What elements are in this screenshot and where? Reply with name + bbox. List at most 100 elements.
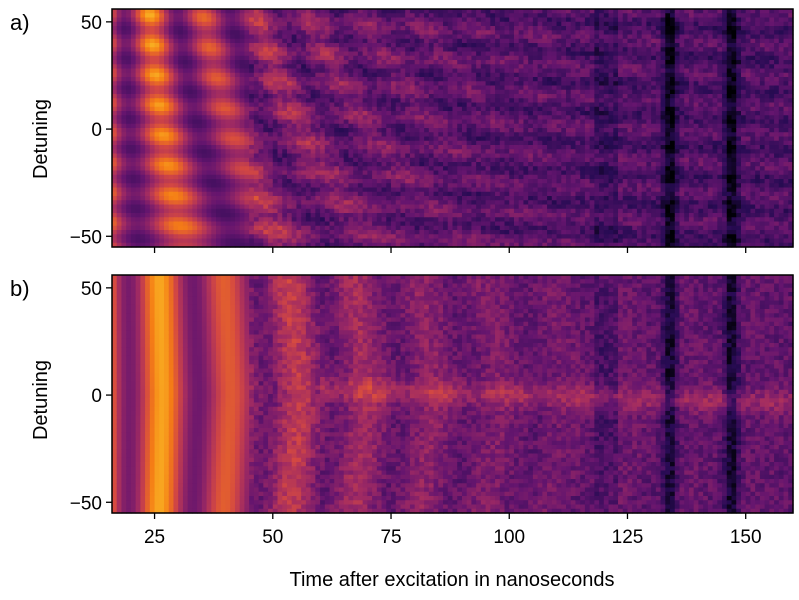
heatmap-cell	[476, 170, 482, 176]
heatmap-cell	[495, 34, 501, 40]
heatmap-cell	[466, 149, 473, 155]
heatmap-cell	[353, 94, 359, 99]
heatmap-cell	[405, 43, 411, 48]
heatmap-cell	[362, 204, 368, 210]
heatmap-cell	[495, 26, 501, 31]
heatmap-cell	[348, 30, 354, 36]
heatmap-cell	[461, 98, 468, 104]
heatmap-cell	[225, 94, 231, 99]
heatmap-cell	[282, 9, 288, 14]
heatmap-cell	[386, 204, 392, 210]
heatmap-cell	[509, 128, 515, 133]
heatmap-cell	[145, 208, 151, 214]
heatmap-cell	[197, 123, 203, 129]
heatmap-cell	[334, 17, 340, 23]
heatmap-cell	[471, 89, 477, 95]
heatmap-cell	[324, 166, 331, 172]
heatmap-cell	[523, 81, 529, 87]
heatmap-cell	[329, 85, 335, 91]
heatmap-cell	[258, 60, 264, 65]
heatmap-cell	[400, 225, 406, 231]
heatmap-cell	[206, 77, 212, 82]
heatmap-cell	[206, 170, 212, 176]
heatmap-cell	[253, 132, 260, 138]
heatmap-cell	[168, 153, 175, 159]
heatmap-cell	[433, 64, 439, 70]
heatmap-cell	[178, 128, 184, 133]
heatmap-cell	[414, 55, 420, 61]
heatmap-cell	[154, 123, 160, 129]
heatmap-cell	[495, 72, 501, 78]
heatmap-cell	[485, 140, 491, 146]
heatmap-cell	[528, 230, 534, 235]
heatmap-cell	[395, 174, 402, 180]
heatmap-cell	[428, 30, 435, 36]
heatmap-cell	[305, 89, 312, 95]
heatmap-cell	[296, 230, 302, 235]
heatmap-cell	[216, 60, 222, 65]
heatmap-cell	[249, 230, 255, 235]
heatmap-cell	[424, 119, 430, 125]
heatmap-cell	[310, 111, 316, 116]
heatmap-cell	[320, 174, 326, 180]
heatmap-cell	[173, 191, 179, 197]
heatmap-cell	[140, 72, 146, 78]
heatmap-cell	[305, 162, 312, 167]
heatmap-cell	[140, 43, 146, 48]
heatmap-cell	[405, 21, 411, 27]
heatmap-cell	[263, 43, 269, 48]
heatmap-cell	[130, 17, 137, 23]
heatmap-cell	[197, 13, 203, 19]
heatmap-cell	[395, 145, 402, 150]
heatmap-cell	[443, 153, 449, 159]
heatmap-cell	[173, 51, 179, 57]
heatmap-cell	[126, 145, 132, 150]
heatmap-cell	[457, 13, 463, 19]
heatmap-cell	[201, 115, 208, 121]
heatmap-cell	[173, 26, 179, 31]
heatmap-cell	[130, 162, 137, 167]
heatmap-cell	[518, 230, 525, 235]
heatmap-cell	[443, 128, 449, 133]
heatmap-cell	[135, 81, 141, 87]
heatmap-cell	[187, 119, 193, 125]
heatmap-cell	[116, 166, 123, 172]
heatmap-cell	[353, 47, 359, 53]
heatmap-cell	[324, 111, 331, 116]
heatmap-cell	[206, 47, 212, 53]
heatmap-cell	[168, 191, 175, 197]
heatmap-cell	[201, 196, 208, 201]
heatmap-cell	[230, 196, 236, 201]
heatmap-cell	[471, 230, 477, 235]
heatmap-cell	[528, 162, 534, 167]
heatmap-cell	[145, 230, 151, 235]
heatmap-cell	[239, 217, 246, 223]
heatmap-cell	[239, 221, 246, 227]
heatmap-cell	[348, 234, 354, 240]
heatmap-cell	[239, 64, 246, 70]
heatmap-cell	[178, 221, 184, 227]
heatmap-cell	[400, 77, 406, 82]
heatmap-cell	[258, 128, 264, 133]
heatmap-cell	[419, 81, 425, 87]
heatmap-cell	[149, 187, 156, 193]
heatmap-cell	[154, 166, 160, 172]
heatmap-cell	[296, 238, 302, 244]
heatmap-cell	[164, 51, 170, 57]
heatmap-cell	[126, 30, 132, 36]
heatmap-cell	[518, 208, 525, 214]
heatmap-cell	[372, 242, 378, 248]
heatmap-cell	[263, 174, 269, 180]
heatmap-cell	[301, 200, 307, 206]
heatmap-cell	[409, 128, 416, 133]
heatmap-cell	[528, 94, 534, 99]
heatmap-cell	[348, 187, 354, 193]
heatmap-cell	[339, 9, 345, 14]
heatmap-cell	[197, 166, 203, 172]
heatmap-cell	[116, 128, 123, 133]
heatmap-cell	[173, 9, 179, 14]
heatmap-cell	[433, 136, 439, 142]
heatmap-cell	[447, 89, 454, 95]
heatmap-cell	[239, 106, 246, 112]
heatmap-cell	[443, 102, 449, 108]
